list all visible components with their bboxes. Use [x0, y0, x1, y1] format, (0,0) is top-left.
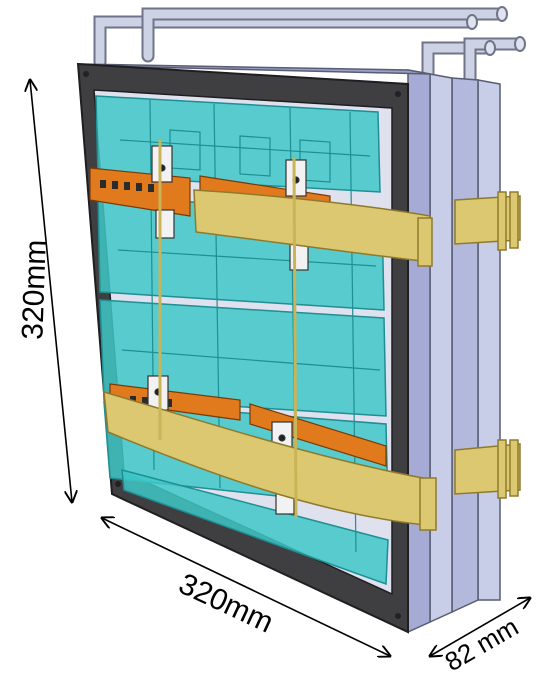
depth-label: 82 mm [440, 611, 524, 677]
dimension-arrows [30, 80, 530, 656]
height-label: 320mm [16, 239, 52, 340]
strap-ties [158, 140, 298, 519]
depth-arrow [430, 598, 530, 656]
width-arrow [102, 518, 390, 656]
height-arrow [30, 80, 72, 502]
straps [103, 189, 437, 531]
strap-tabs [454, 191, 521, 499]
